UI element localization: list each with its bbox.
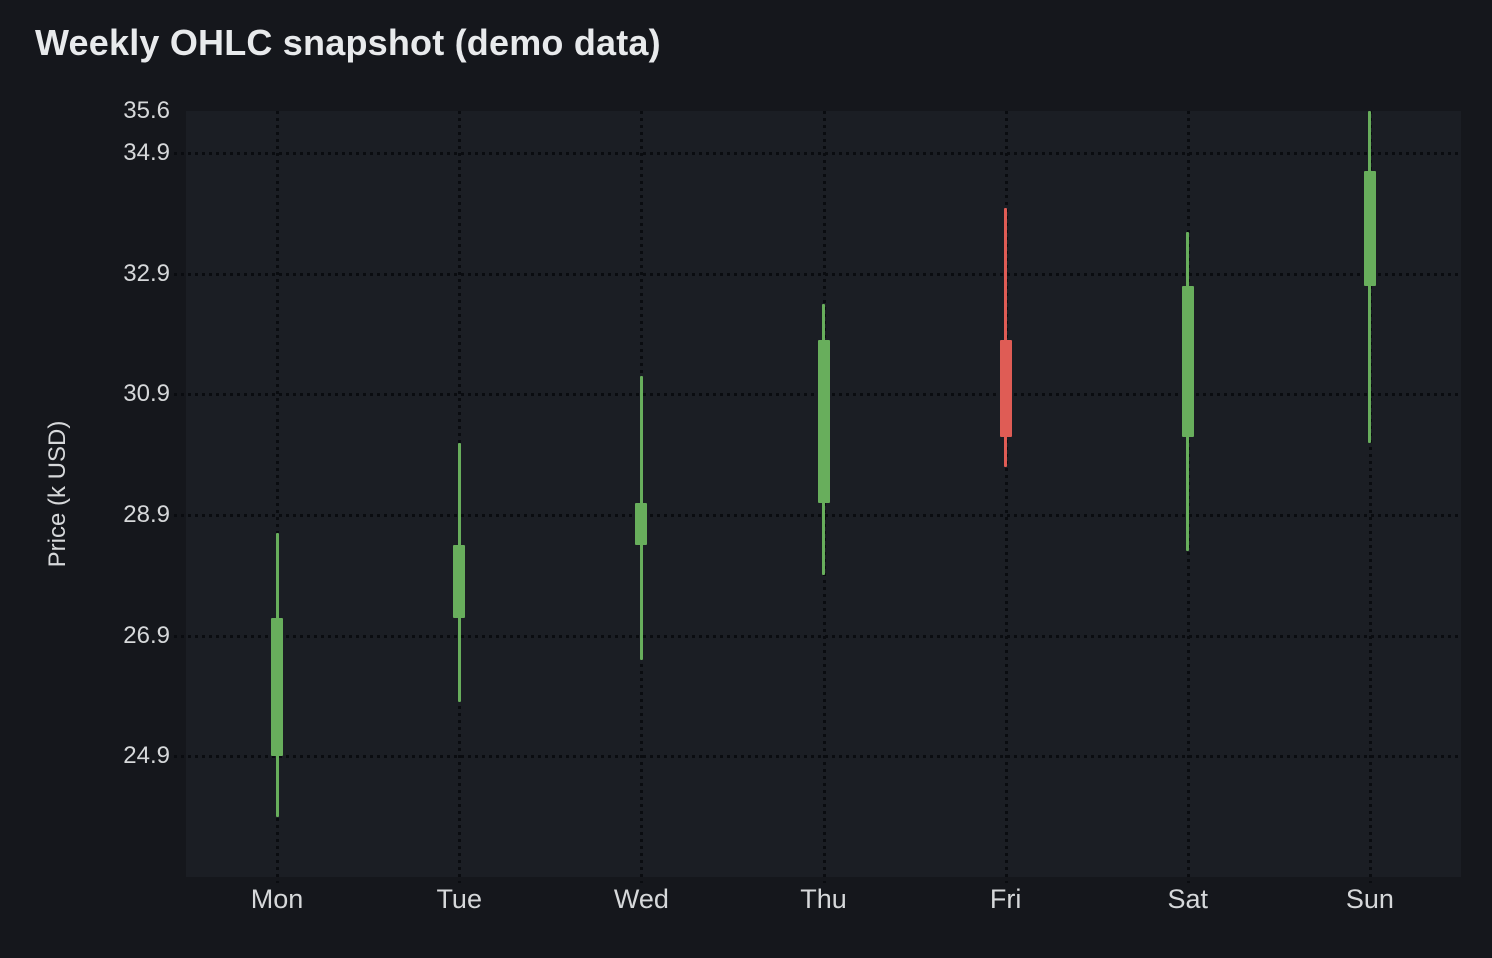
v-gridline-mon: [276, 111, 280, 883]
candle-body-fri: [999, 340, 1012, 437]
x-tick-label-fri: Fri: [989, 884, 1022, 914]
candle-body-sat: [1181, 285, 1194, 437]
h-gridline-28.9: [174, 514, 1461, 518]
y-tick-label-26.9: 26.9: [123, 621, 170, 649]
candle-body-wed: [635, 503, 648, 546]
candle-body-mon: [271, 617, 284, 757]
v-gridline-fri: [1004, 111, 1008, 883]
x-tick-label-wed: Wed: [613, 884, 669, 914]
x-tick-label-sat: Sat: [1167, 884, 1209, 914]
y-tick-label-28.9: 28.9: [123, 501, 170, 529]
y-tick-label-24.9: 24.9: [123, 742, 170, 770]
y-tick-label-32.9: 32.9: [123, 259, 170, 287]
h-gridline-32.9: [174, 272, 1461, 276]
candle-body-sun: [1363, 171, 1376, 286]
candle-wick-fri: [1004, 207, 1008, 467]
y-axis-title: Price (k USD): [44, 420, 71, 568]
h-gridline-26.9: [174, 634, 1461, 638]
y-tick-label-34.9: 34.9: [123, 139, 170, 167]
v-gridline-sun: [1368, 111, 1372, 883]
y-tick-label-35.6: 35.6: [123, 97, 170, 124]
x-tick-label-thu: Thu: [800, 884, 847, 914]
y-tick-label-30.9: 30.9: [123, 380, 170, 408]
chart-title: Weekly OHLC snapshot (demo data): [35, 22, 661, 63]
x-tick-label-mon: Mon: [250, 884, 304, 914]
candle-body-thu: [817, 340, 830, 504]
plot-area: [174, 111, 1461, 883]
h-gridline-24.9: [174, 755, 1461, 759]
x-tick-label-sun: Sun: [1345, 884, 1394, 914]
candle-body-tue: [453, 545, 466, 618]
h-gridline-34.9: [174, 152, 1461, 156]
x-tick-label-tue: Tue: [436, 884, 482, 914]
